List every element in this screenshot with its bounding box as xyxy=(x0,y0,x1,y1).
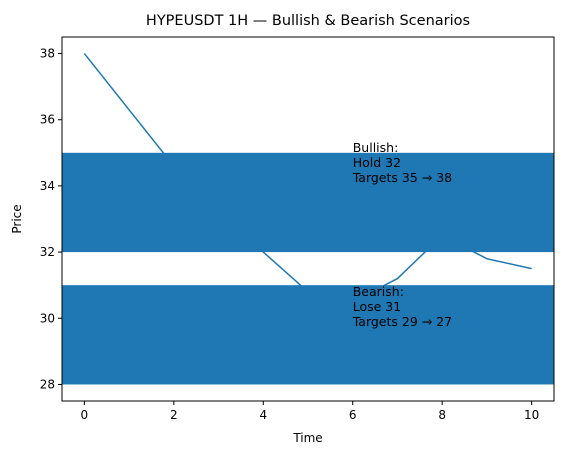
y-axis-ticks: 28 30 32 34 36 38 xyxy=(40,47,62,391)
bands-layer xyxy=(62,152,554,385)
x-tick-label: 8 xyxy=(438,408,446,422)
x-axis-label: Time xyxy=(292,431,322,445)
y-tick-label: 30 xyxy=(40,311,55,325)
y-axis-label: Price xyxy=(10,204,24,233)
price-band-0 xyxy=(62,152,554,253)
y-tick-label: 36 xyxy=(40,113,55,127)
y-tick-label: 34 xyxy=(40,179,55,193)
y-tick-label: 38 xyxy=(40,47,55,61)
annotation-0-line-1: Hold 32 xyxy=(353,155,401,170)
price-band-1 xyxy=(62,285,554,385)
x-tick-label: 2 xyxy=(170,408,178,422)
annotation-0-line-2: Targets 35 → 38 xyxy=(352,170,452,185)
chart-title: HYPEUSDT 1H — Bullish & Bearish Scenario… xyxy=(146,13,470,29)
y-tick-label: 32 xyxy=(40,245,55,259)
x-axis-ticks: 0 2 4 6 8 10 xyxy=(81,401,539,422)
annotations-layer: Bullish: Hold 32 Targets 35 → 38 Bearish: Lo… xyxy=(352,140,452,329)
annotation-1-line-0: Bearish: xyxy=(353,284,404,299)
annotation-1: Bearish: Lose 31 Targets 29 → 27 xyxy=(352,284,452,329)
x-tick-label: 6 xyxy=(349,408,357,422)
annotation-1-line-1: Lose 31 xyxy=(353,299,401,314)
annotation-0-line-0: Bullish: xyxy=(353,140,399,155)
annotation-1-line-2: Targets 29 → 27 xyxy=(352,314,452,329)
x-tick-label: 10 xyxy=(524,408,539,422)
x-tick-label: 0 xyxy=(81,408,89,422)
y-tick-label: 28 xyxy=(40,377,55,391)
annotation-0: Bullish: Hold 32 Targets 35 → 38 xyxy=(352,140,452,185)
plot-frame xyxy=(61,36,555,402)
x-tick-label: 4 xyxy=(259,408,267,422)
